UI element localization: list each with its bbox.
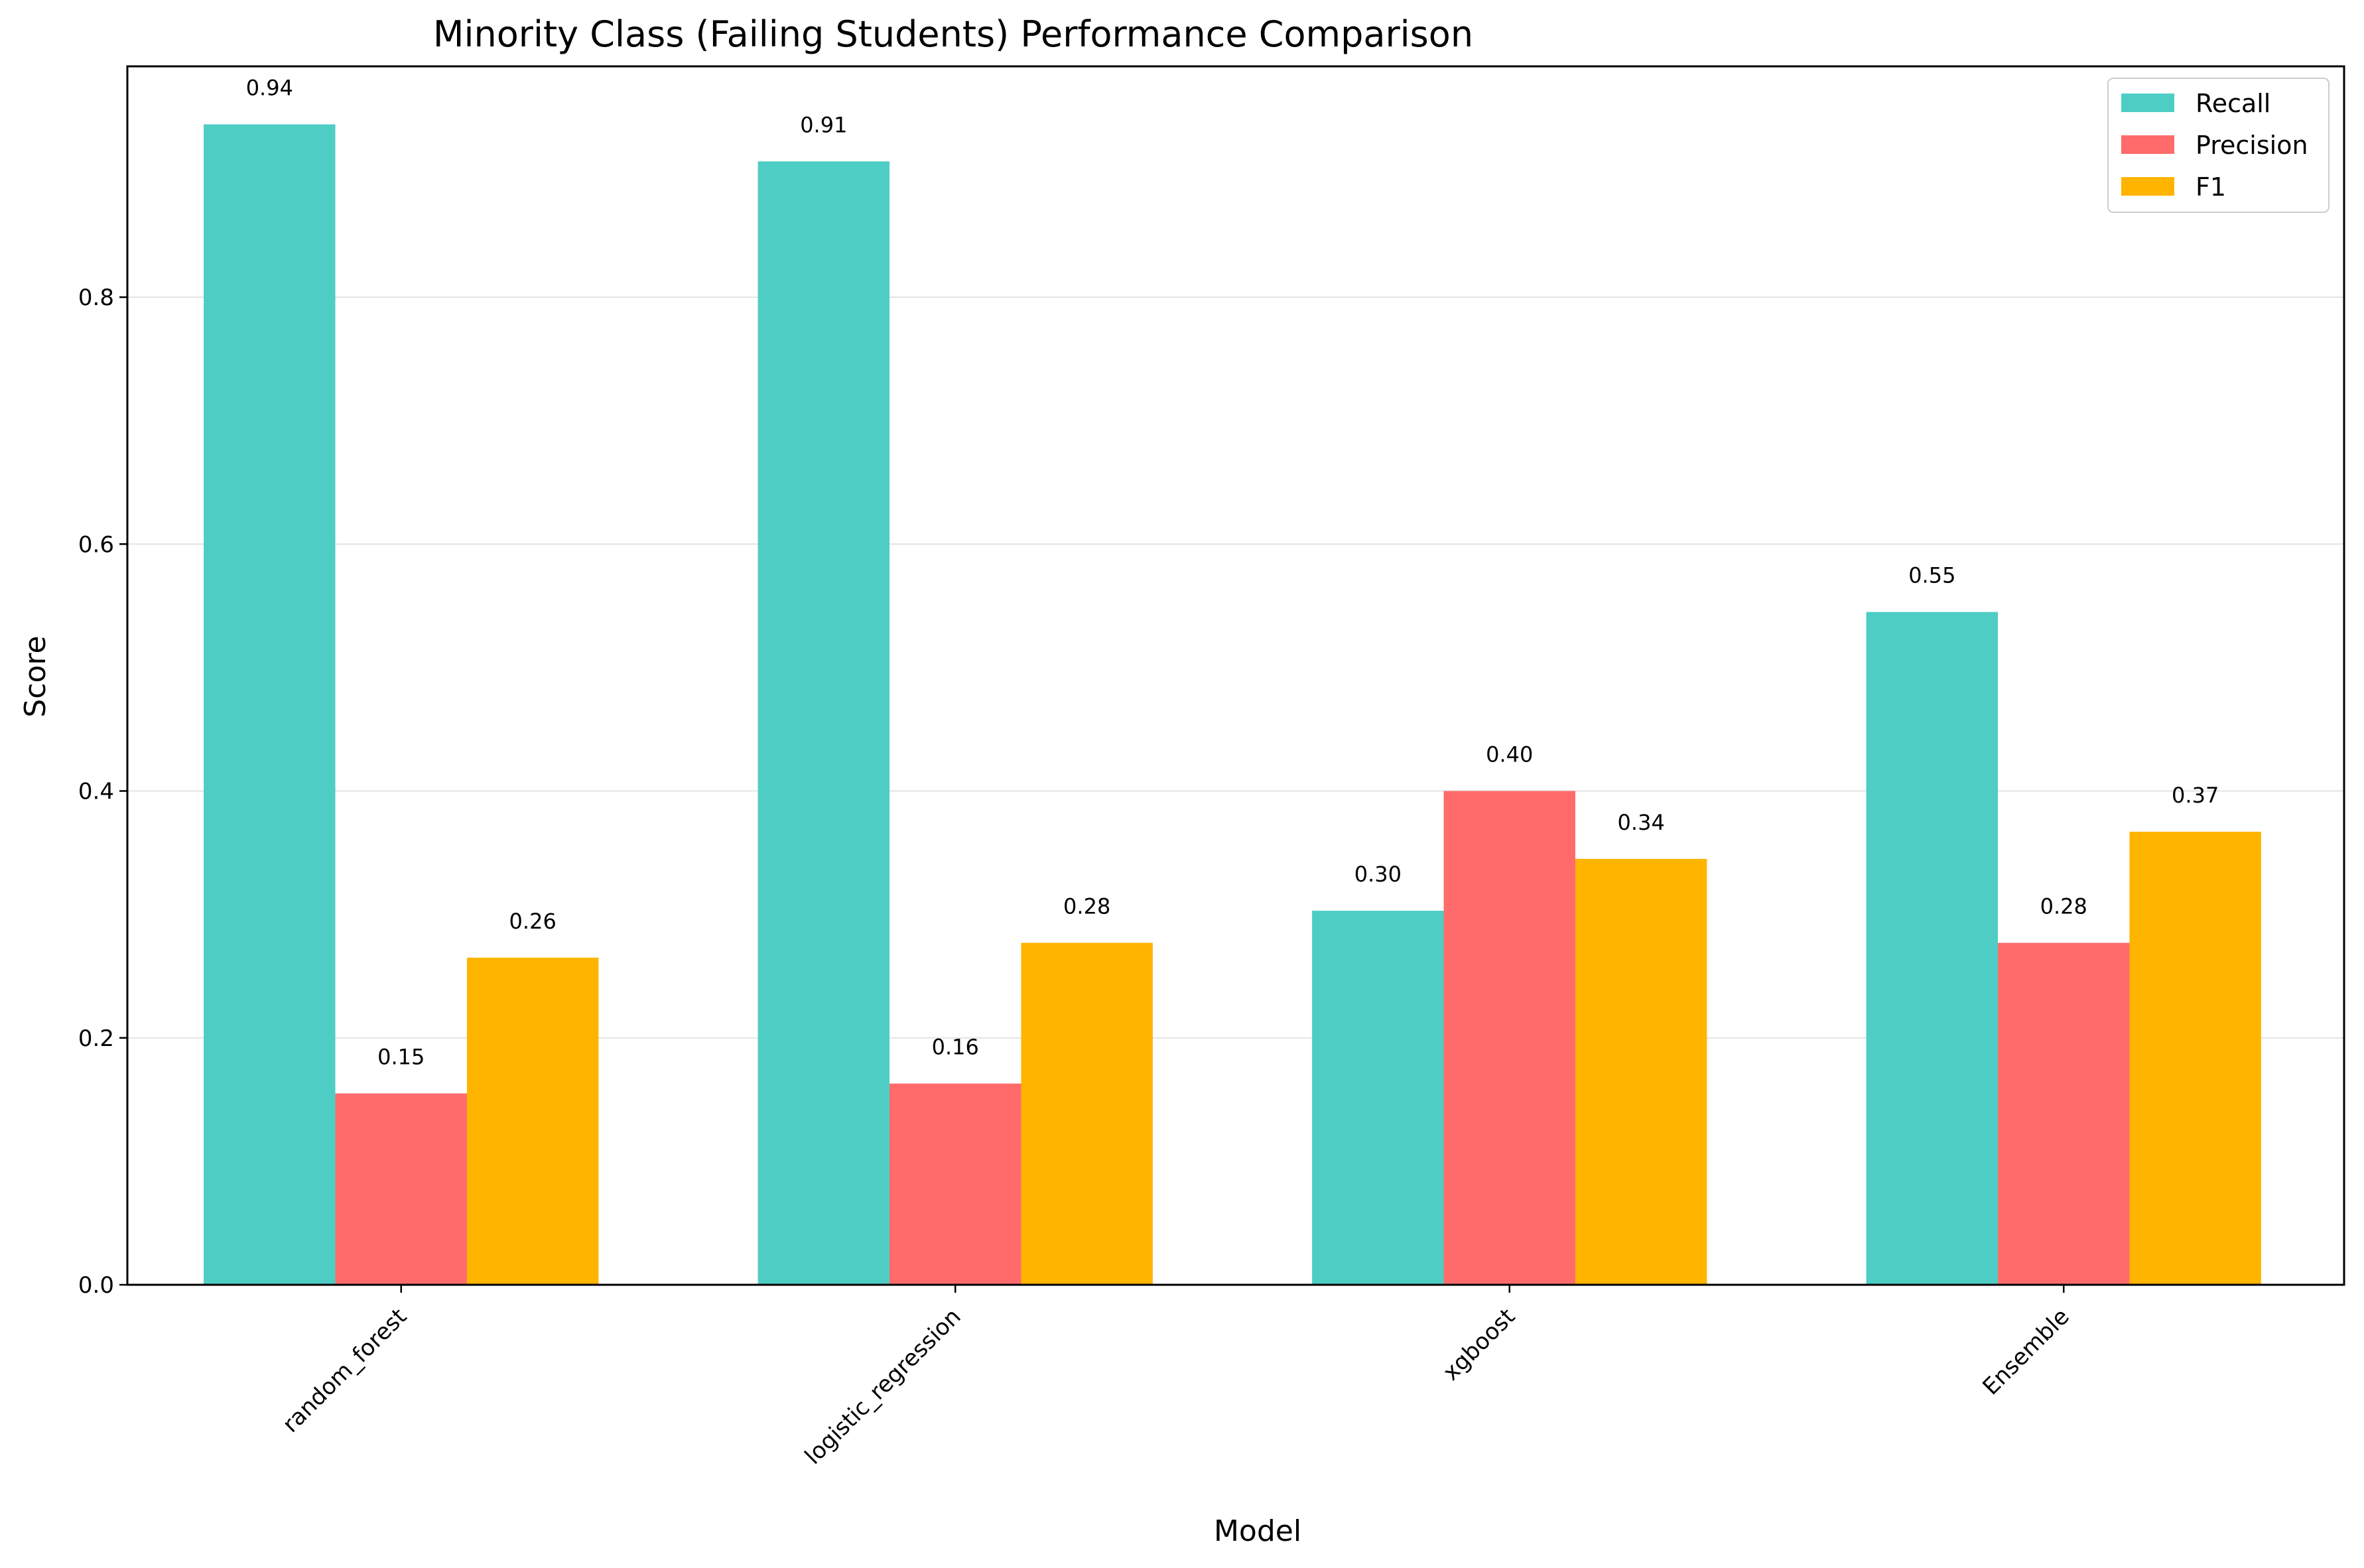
bar-precision [1443,791,1575,1285]
legend-swatch-recall [2121,94,2174,112]
bar-recall [1312,911,1444,1285]
y-tick-label: 0.8 [78,285,114,311]
bar-recall [204,124,336,1285]
legend: Recall Precision F1 [2107,78,2330,213]
legend-label-f1: F1 [2196,172,2226,202]
y-tick-label: 0.2 [78,1025,114,1052]
legend-label-recall: Recall [2196,89,2270,118]
bar-precision [1998,943,2130,1285]
y-tick-label: 0.6 [78,531,114,558]
data-label: 0.37 [2172,783,2219,808]
plot-frame [126,65,2345,1286]
legend-swatch-precision [2121,135,2174,154]
data-label: 0.94 [246,75,293,100]
y-axis-title: Score [19,635,52,717]
data-label: 0.15 [377,1045,425,1070]
data-label: 0.40 [1486,742,1533,767]
data-label: 0.28 [1063,893,1110,919]
data-label: 0.26 [509,909,557,934]
bar-precision [335,1093,467,1285]
legend-swatch-f1 [2121,177,2174,196]
data-label: 0.91 [800,112,847,137]
y-tick-label: 0.4 [78,779,114,805]
legend-label-precision: Precision [2196,131,2308,160]
data-label: 0.34 [1618,810,1665,835]
bar-precision [889,1083,1021,1285]
bar-f1 [1021,943,1153,1285]
bar-f1 [466,957,599,1285]
chart-title: Minority Class (Failing Students) Perfor… [433,13,1473,55]
data-label: 0.16 [932,1035,979,1060]
x-axis-title: Model [1214,1514,1301,1548]
bar-f1 [1575,858,1707,1285]
y-tick-label: 0.0 [78,1272,114,1299]
bar-recall [1866,612,1999,1285]
data-labels: 0.94 0.15 0.26 0.91 0.16 0.28 0.30 0.40 0.34 0.55… [246,75,2219,1069]
bar-recall [757,161,890,1285]
data-label: 0.28 [2040,893,2087,919]
bar-f1 [2129,831,2261,1285]
data-label: 0.55 [1908,563,1955,588]
bars [204,124,2261,1285]
y-axis: 0.0 0.2 0.4 0.6 0.8 [78,285,127,1299]
data-label: 0.30 [1354,862,1402,887]
